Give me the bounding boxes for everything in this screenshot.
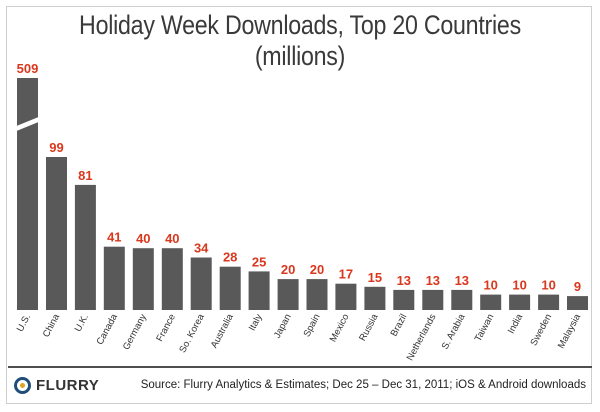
category-label: Sweden [528, 312, 554, 347]
bar-italy [248, 271, 270, 310]
value-label: 13 [426, 273, 440, 288]
value-label: 25 [252, 254, 266, 269]
value-label: 28 [223, 250, 237, 265]
bar-spain [306, 279, 328, 310]
footer-divider [8, 366, 592, 368]
chart-frame [6, 6, 592, 404]
value-label: 20 [310, 262, 324, 277]
category-label: Taiwan [473, 312, 497, 343]
bar-japan [277, 279, 299, 310]
category-label: Netherlands [405, 312, 439, 363]
category-label: Canada [95, 312, 121, 347]
bar-russia [364, 286, 386, 310]
category-label: U.S. [15, 312, 33, 333]
bar-u-s [17, 78, 38, 310]
bar-australia [219, 266, 241, 310]
category-label: S. Arabia [440, 312, 468, 352]
value-label: 81 [78, 168, 92, 183]
bar-mexico [335, 283, 357, 310]
category-label: U.K. [73, 312, 91, 333]
value-label: 9 [574, 279, 581, 294]
bar-germany [132, 248, 154, 310]
flurry-logo-icon [14, 376, 31, 394]
value-label: 10 [483, 278, 497, 293]
bar-s-arabia [451, 289, 473, 310]
value-label: 41 [107, 230, 121, 245]
category-label: France [154, 312, 178, 343]
chart-title: Holiday Week Downloads, Top 20 Countries… [79, 10, 521, 71]
bar-brazil [393, 289, 415, 310]
category-label: Italy [247, 312, 265, 333]
bar-france [161, 248, 183, 310]
value-label: 10 [541, 278, 555, 293]
value-label: 15 [368, 270, 382, 285]
bar-china [46, 157, 67, 310]
bar-so-korea [190, 257, 212, 310]
category-label: China [41, 312, 63, 340]
bar-india [509, 294, 531, 310]
bar-u-k [74, 184, 96, 310]
category-label: So. Korea [177, 312, 207, 355]
value-label: 13 [455, 273, 469, 288]
category-label: Australia [209, 312, 236, 350]
value-label: 99 [49, 140, 63, 155]
category-label: Japan [272, 312, 294, 340]
category-label: Brazil [389, 312, 410, 338]
value-label: 13 [397, 273, 411, 288]
bar-canada [103, 246, 125, 310]
flurry-logo: FLURRY [14, 374, 99, 396]
value-label: 509 [17, 61, 39, 76]
category-label: Russia [357, 312, 381, 343]
bar-sweden [538, 294, 560, 310]
value-label: 17 [339, 267, 353, 282]
bar-malaysia [567, 296, 588, 310]
bar-taiwan [480, 294, 502, 310]
value-label: 40 [136, 231, 150, 246]
bar-netherlands [422, 289, 444, 310]
source-note: Source: Flurry Analytics & Estimates; De… [140, 379, 586, 391]
category-label: Mexico [328, 312, 352, 344]
value-label: 40 [165, 231, 179, 246]
category-label: Malaysia [556, 312, 584, 351]
value-label: 34 [194, 241, 209, 256]
category-label: Spain [302, 312, 323, 339]
value-label: 10 [512, 278, 526, 293]
axis-break-mark [14, 116, 41, 132]
flurry-logo-text: FLURRY [36, 376, 100, 394]
category-label: India [506, 312, 526, 336]
category-label: Germany [121, 312, 149, 352]
value-label: 20 [281, 262, 295, 277]
